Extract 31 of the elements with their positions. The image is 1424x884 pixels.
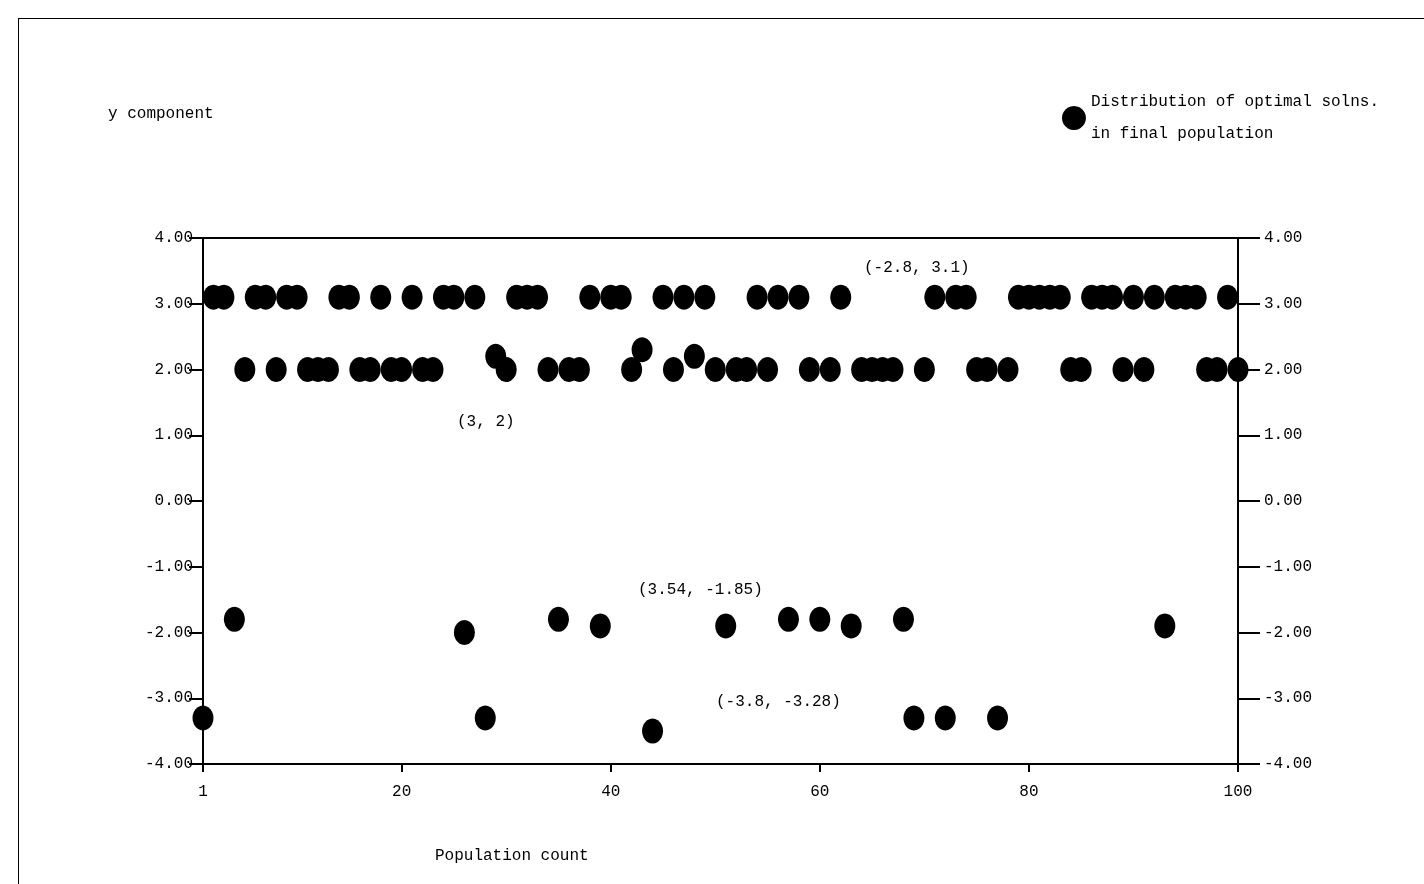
- y-tick-label: -3.00: [1264, 689, 1313, 708]
- annotation: (-2.8, 3.1): [864, 259, 970, 277]
- y2-tick-label: 1.00: [154, 426, 193, 445]
- y2-tick-label: 2.00: [154, 360, 193, 379]
- x-tick-label: 80: [1019, 783, 1039, 801]
- x-tick-label: 60: [810, 783, 830, 801]
- x-tick-label: 20: [392, 783, 412, 801]
- y-tick-label: 4.00: [1264, 229, 1303, 247]
- annotation: (3, 2): [457, 413, 515, 431]
- y-tick-label: -4.00: [1264, 755, 1313, 773]
- legend-label: Distribution of optimal solns. in final population: [1090, 93, 1379, 143]
- text: y component: [108, 105, 214, 123]
- y2-tick-label: 3.00: [154, 294, 193, 313]
- y-tick-label: 3.00: [1264, 294, 1303, 313]
- annotation: (3.54, -1.85): [638, 581, 763, 599]
- y-tick-label: 2.00: [1264, 360, 1303, 379]
- y2-tick-label: 4.00: [154, 229, 193, 247]
- y2-tick-label: -2.00: [144, 623, 193, 642]
- y-tick-label: -2.00: [1264, 623, 1313, 642]
- y2-tick-label: -1.00: [144, 557, 193, 576]
- x-tick-label: 100: [1223, 783, 1253, 801]
- y2-tick-label: 0.00: [154, 492, 193, 510]
- x-tick-label: 40: [601, 783, 621, 801]
- annotation: (-3.8, -3.28): [716, 693, 841, 711]
- x-tick-label: 1: [198, 783, 208, 801]
- y2-tick-label: -3.00: [144, 689, 193, 708]
- y2-tick-label: -4.00: [144, 755, 193, 773]
- x-axis-title: Population count: [435, 847, 589, 865]
- y-tick-label: 1.00: [1264, 426, 1303, 445]
- y-tick-label: 0.00: [1264, 492, 1303, 510]
- y-tick-label: -1.00: [1264, 557, 1313, 576]
